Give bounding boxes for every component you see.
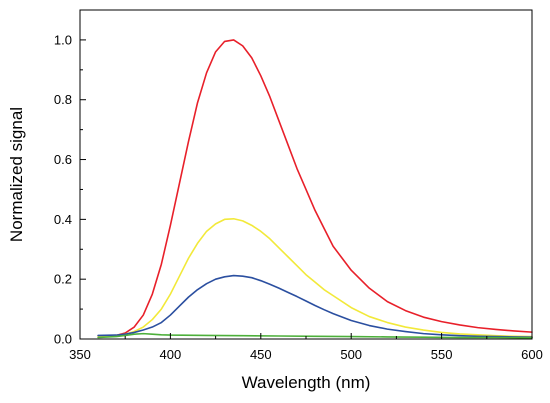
x-tick-label: 500 — [340, 347, 362, 362]
series-line-4 — [97, 332, 533, 339]
x-tick-label: 550 — [431, 347, 453, 362]
series-layer — [97, 39, 533, 339]
series-line-1 — [97, 39, 533, 337]
series-line-2 — [97, 217, 533, 338]
y-tick-label: 0.6 — [54, 152, 72, 167]
series-line-3 — [97, 274, 533, 339]
x-axis: 350 400 450 500 550 600 — [69, 333, 543, 362]
y-tick-label: 0.2 — [54, 272, 72, 287]
y-tick-label: 0.4 — [54, 212, 72, 227]
y-tick-label: 1.0 — [54, 32, 72, 47]
x-tick-label: 350 — [69, 347, 91, 362]
y-tick-label: 0.0 — [54, 332, 72, 347]
y-axis-title: Normalized signal — [7, 107, 26, 242]
plot-frame — [79, 9, 533, 340]
y-axis: 0.0 0.2 0.4 0.6 0.8 1.0 — [54, 9, 86, 347]
x-tick-label: 400 — [160, 347, 182, 362]
y-tick-label: 0.8 — [54, 92, 72, 107]
x-axis-title: Wavelength (nm) — [242, 373, 371, 392]
x-tick-label: 450 — [250, 347, 272, 362]
x-tick-label: 600 — [521, 347, 543, 362]
